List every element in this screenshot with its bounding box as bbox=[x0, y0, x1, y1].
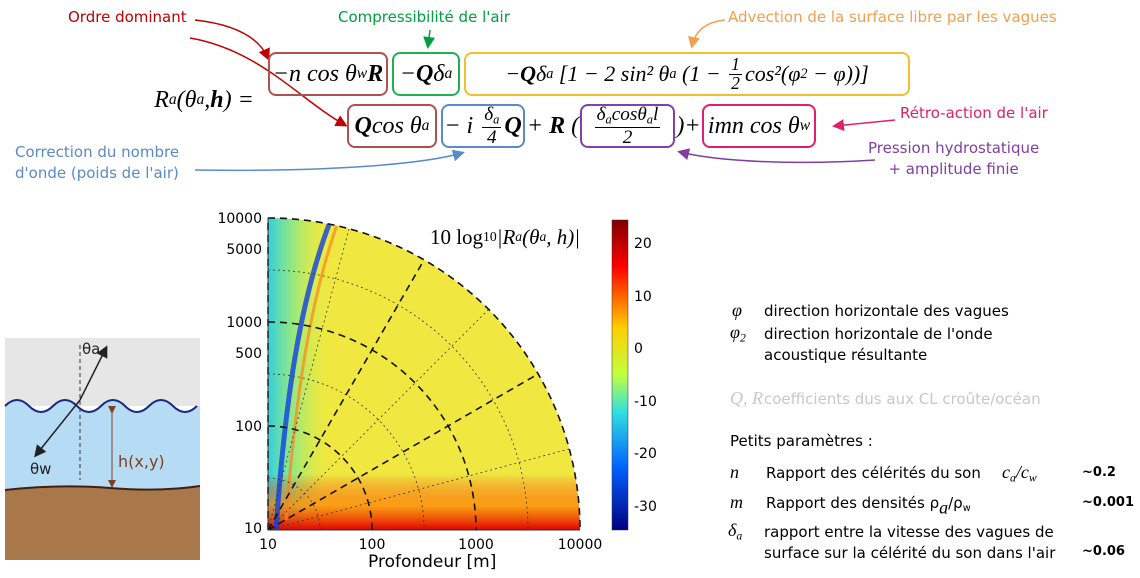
y-tick-label: 5000 bbox=[226, 242, 262, 258]
y-tick-label: 10000 bbox=[217, 211, 262, 227]
x-tick-label: 1000 bbox=[458, 537, 494, 553]
colorbar-tick-label: 0 bbox=[634, 341, 643, 357]
param-text: rapport entre la vitesse des vagues de su… bbox=[764, 523, 1056, 562]
y-tick-label: 1000 bbox=[226, 315, 262, 331]
y-tick-label: 10 bbox=[244, 521, 262, 537]
legend-text: direction horizontale des vagues bbox=[764, 302, 1009, 320]
diagram-label: θa bbox=[82, 340, 101, 358]
annotation: Correction du nombre d'onde (poids de l'a… bbox=[15, 143, 180, 182]
legend-text: direction horizontale de l'onde acoustiqu… bbox=[764, 325, 993, 364]
legend-heading: Petits paramètres : bbox=[730, 432, 873, 450]
param-value: ~0.2 bbox=[1082, 465, 1116, 480]
param-formula: ca/cw bbox=[1002, 462, 1037, 485]
colorbar bbox=[611, 219, 629, 531]
colorbar-tick-label: -10 bbox=[634, 393, 657, 410]
legend-text: coefficients dus aux CL croûte/océan bbox=[764, 390, 1041, 408]
param-symbol: δa bbox=[728, 520, 743, 543]
annotation: Pression hydrostatique + amplitude finie bbox=[868, 139, 1040, 178]
param-symbol: m bbox=[730, 492, 743, 512]
x-tick-label: 10 bbox=[259, 537, 277, 553]
annotation: Ordre dominant bbox=[68, 8, 187, 26]
legend-symbol: φ2 bbox=[730, 322, 746, 345]
x-tick-label: 10000 bbox=[557, 537, 603, 553]
param-text: Rapport des densités ρa/ρw bbox=[766, 494, 971, 518]
y-tick-label: 500 bbox=[235, 346, 262, 362]
term: δacosθal 2 bbox=[580, 104, 675, 148]
colorbar-tick-label: 20 bbox=[634, 236, 652, 252]
term: − i δa 4 Q bbox=[441, 104, 525, 148]
annotation: Advection de la surface libre par les va… bbox=[728, 8, 1057, 26]
legend-symbol: Q, R bbox=[730, 388, 763, 408]
colorbar-tick-label: 10 bbox=[634, 288, 652, 305]
legend-symbol: φ bbox=[732, 300, 742, 320]
param-symbol: n bbox=[730, 462, 739, 482]
param-value: ~0.06 bbox=[1082, 544, 1125, 559]
diagram-label: θw bbox=[30, 460, 52, 478]
plot-title: 10 log 10 |R a (θ a, h)| bbox=[429, 224, 581, 249]
term: ) + bbox=[676, 112, 701, 139]
param-value: ~0.001 bbox=[1082, 495, 1135, 510]
x-axis-label: Profondeur [m] bbox=[368, 552, 497, 572]
annotation: Rétro-action de l'air bbox=[900, 104, 1048, 122]
colorbar-tick-label: -30 bbox=[634, 498, 657, 515]
annotation: Compressibilité de l'air bbox=[338, 8, 510, 26]
x-tick-label: 100 bbox=[358, 537, 386, 553]
axis-ticks bbox=[267, 218, 580, 531]
param-text: Rapport des célérités du son bbox=[766, 464, 981, 482]
term: + R ( bbox=[526, 112, 580, 139]
arrows bbox=[189, 19, 896, 172]
colorbar-tick-label: -20 bbox=[634, 446, 657, 462]
heatmap bbox=[268, 218, 580, 530]
wave-diagram bbox=[4, 338, 201, 560]
y-tick-label: 100 bbox=[235, 419, 262, 435]
diagram-label: h(x,y) bbox=[118, 452, 165, 471]
